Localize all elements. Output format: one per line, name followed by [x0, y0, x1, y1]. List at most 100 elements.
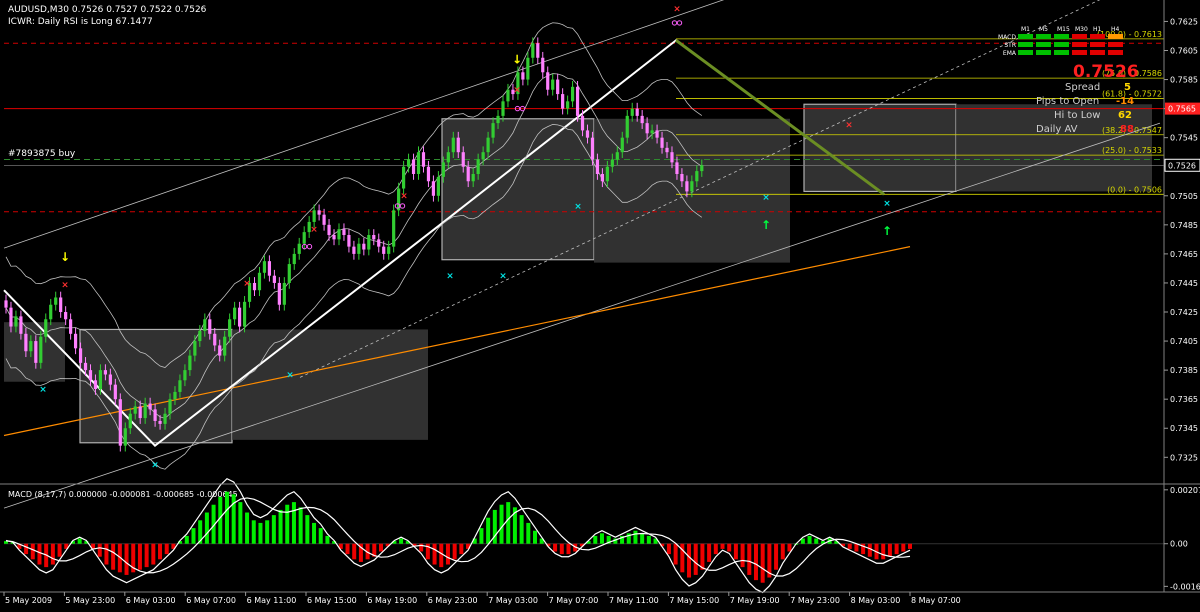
macd-bar [814, 538, 819, 544]
candle-body [203, 319, 207, 331]
candle-body [461, 152, 465, 167]
candle-body [297, 243, 301, 254]
price-zone [803, 103, 957, 193]
sell-cross-mark: × [310, 225, 318, 235]
macd-bar [546, 543, 551, 547]
timeframe-label: H4 [1111, 26, 1120, 33]
macd-bar [439, 543, 444, 568]
macd-bar [492, 509, 497, 544]
macd-bar [841, 543, 846, 547]
x-tick-label: 6 May 19:00 [367, 596, 417, 605]
y-tick-label: 0.7325 [1170, 453, 1198, 462]
candle-body [431, 181, 436, 196]
price-zone [956, 104, 1152, 192]
macd-bar [747, 543, 752, 575]
candle-body [392, 210, 396, 247]
signal-cell [1090, 34, 1105, 39]
candle-body [242, 301, 247, 327]
candle-body [322, 214, 326, 225]
candle-body [536, 43, 540, 58]
candle-body [406, 159, 411, 167]
candle-body [183, 370, 187, 381]
macd-bar [144, 543, 149, 568]
buy-cross-mark: × [286, 370, 294, 380]
macd-bar [258, 522, 263, 544]
macd-bar [700, 543, 705, 570]
candle-body [402, 166, 406, 189]
macd-bar [533, 530, 538, 544]
macd-bar [271, 515, 276, 544]
candle-body [233, 307, 237, 320]
sell-cross-mark: × [61, 280, 69, 290]
candle-body [441, 162, 445, 177]
candle-body [213, 333, 217, 346]
macd-bar [358, 543, 363, 562]
signal-cell [1108, 34, 1123, 39]
macd-bar [633, 530, 638, 544]
candle-body [541, 57, 545, 73]
candle-body [9, 307, 13, 327]
signal-cell [1018, 42, 1033, 47]
candle-body [272, 275, 276, 283]
candle-body [138, 406, 142, 419]
candle-body [29, 341, 33, 352]
spread-label: Spread [1065, 82, 1101, 93]
macd-bar [800, 538, 805, 544]
macd-bar [727, 543, 732, 552]
macd-bar [164, 543, 169, 555]
timeframe-label: M1 [1021, 26, 1030, 33]
macd-y-tick-label: 0.00 [1170, 540, 1188, 549]
candle-body [173, 391, 177, 400]
x-tick-label: 5 May 23:00 [65, 596, 115, 605]
candle-body [570, 86, 575, 102]
macd-bar [640, 533, 645, 544]
macd-bar [345, 543, 350, 555]
macd-bar [666, 543, 671, 555]
candle-body [302, 232, 306, 244]
x-tick-label: 8 May 03:00 [851, 596, 901, 605]
macd-bar [218, 496, 223, 544]
candle-body [531, 43, 535, 58]
signal-cell [1090, 42, 1105, 47]
timeframe-label: M30 [1075, 26, 1088, 33]
candle-body [73, 333, 78, 349]
candle-body [347, 235, 351, 247]
signal-cell [1108, 42, 1123, 47]
candle-body [526, 57, 530, 80]
candle-body [337, 229, 341, 240]
candle-body [471, 173, 475, 182]
candle-body [178, 380, 182, 392]
macd-bar [117, 543, 122, 573]
x-tick-label: 5 May 2009 [5, 596, 52, 605]
macd-bar [646, 535, 651, 544]
macd-bar [392, 541, 397, 544]
macd-bar [834, 541, 839, 544]
candle-body [456, 137, 460, 153]
candle-body [39, 336, 43, 363]
candle-body [352, 246, 356, 254]
macd-label: MACD (8,17,7) 0.000000 -0.000081 -0.0006… [8, 490, 238, 499]
candle-body [556, 79, 560, 95]
candle-body [19, 316, 23, 334]
macd-bar [57, 543, 62, 557]
signal-cell [1036, 50, 1051, 55]
macd-bar [887, 543, 892, 557]
signal-cell [1054, 50, 1069, 55]
candle-body [387, 246, 391, 254]
candle-body [372, 235, 376, 240]
y-tick-label: 0.7625 [1170, 17, 1198, 26]
macd-bar [680, 543, 685, 573]
x-tick-label: 6 May 23:00 [428, 596, 478, 605]
macd-bar [37, 543, 42, 565]
candle-body [595, 159, 600, 174]
candle-body [44, 319, 48, 337]
y-tick-label: 0.7585 [1170, 76, 1198, 85]
candle-body [640, 115, 644, 124]
macd-bar [847, 543, 852, 549]
spread-value: 5 [1124, 82, 1131, 93]
buy-cross-mark: × [883, 199, 891, 209]
candle-body [551, 79, 555, 90]
macd-bar [312, 522, 317, 544]
candle-body [650, 130, 654, 134]
